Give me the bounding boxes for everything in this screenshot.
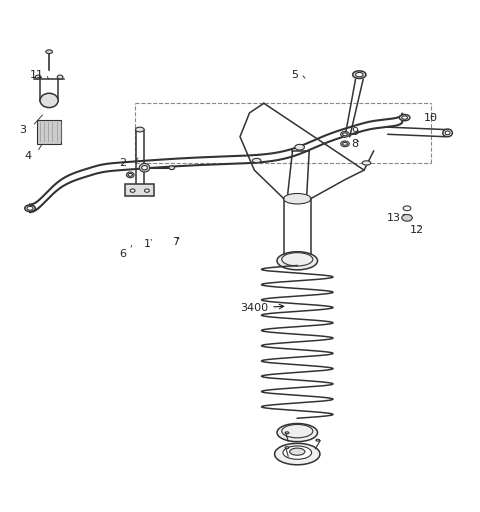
- Text: 2: 2: [120, 158, 127, 168]
- Text: 9: 9: [351, 127, 358, 137]
- Ellipse shape: [341, 141, 349, 147]
- Text: 1: 1: [144, 239, 150, 249]
- Ellipse shape: [144, 189, 149, 193]
- Ellipse shape: [402, 215, 412, 221]
- Text: 8: 8: [351, 139, 358, 149]
- Ellipse shape: [35, 75, 41, 79]
- Ellipse shape: [277, 252, 318, 270]
- Text: 10: 10: [424, 113, 438, 122]
- Text: 7: 7: [172, 237, 179, 247]
- Ellipse shape: [130, 189, 135, 193]
- Ellipse shape: [25, 205, 35, 211]
- Ellipse shape: [283, 194, 311, 204]
- Ellipse shape: [341, 132, 349, 137]
- Bar: [125, 184, 154, 196]
- Text: 13: 13: [387, 213, 401, 223]
- Ellipse shape: [285, 446, 289, 449]
- Ellipse shape: [443, 129, 452, 137]
- Ellipse shape: [252, 158, 261, 163]
- Ellipse shape: [403, 206, 411, 210]
- Ellipse shape: [399, 115, 410, 121]
- Ellipse shape: [40, 93, 58, 108]
- Text: 12: 12: [409, 225, 424, 235]
- Text: 11: 11: [30, 70, 44, 80]
- Text: 6: 6: [120, 249, 127, 259]
- Ellipse shape: [142, 165, 147, 170]
- Text: 3400: 3400: [240, 303, 284, 313]
- Ellipse shape: [57, 75, 63, 79]
- Ellipse shape: [128, 174, 132, 176]
- Text: 3: 3: [19, 124, 26, 135]
- Ellipse shape: [295, 144, 304, 150]
- Ellipse shape: [283, 446, 312, 459]
- Ellipse shape: [46, 50, 52, 54]
- Ellipse shape: [285, 432, 289, 434]
- Bar: [37, 120, 61, 144]
- Text: 4: 4: [24, 151, 31, 161]
- Ellipse shape: [139, 163, 150, 172]
- Ellipse shape: [343, 142, 348, 145]
- Ellipse shape: [356, 73, 363, 77]
- Ellipse shape: [316, 439, 320, 441]
- Ellipse shape: [362, 161, 371, 165]
- Ellipse shape: [126, 172, 134, 178]
- Ellipse shape: [353, 71, 366, 78]
- Ellipse shape: [275, 443, 320, 465]
- Text: 5: 5: [291, 70, 299, 80]
- Ellipse shape: [169, 166, 175, 169]
- Ellipse shape: [343, 133, 348, 136]
- Ellipse shape: [277, 423, 318, 442]
- Ellipse shape: [289, 448, 305, 455]
- Ellipse shape: [135, 127, 144, 132]
